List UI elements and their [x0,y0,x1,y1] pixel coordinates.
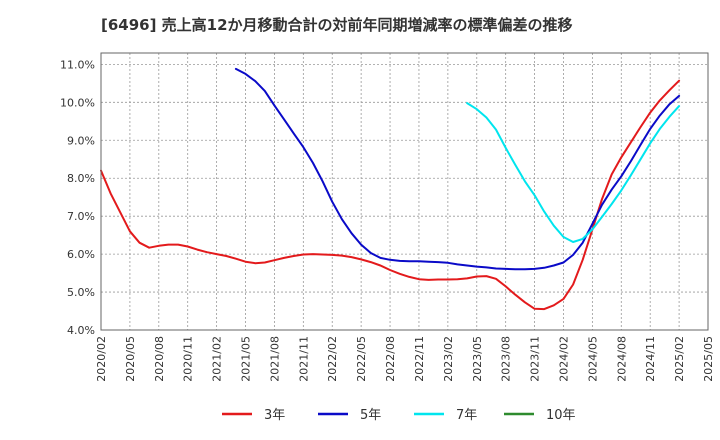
x-tick-label: 2023/08 [500,336,513,382]
series-line-7年 [466,102,681,243]
legend-label: 5年 [360,408,381,423]
y-tick-label: 5.0% [67,286,95,299]
legend-label: 10年 [546,408,576,423]
plot-area [100,67,681,311]
x-tick-label: 2025/05 [702,336,715,382]
x-tick-label: 2025/02 [673,336,686,382]
x-tick-label: 2022/05 [355,336,368,382]
x-tick-label: 2021/02 [211,336,224,382]
x-tick-label: 2024/02 [557,336,570,382]
legend-item: 7年 [414,408,477,423]
x-tick-label: 2021/11 [297,336,310,382]
x-tick-label: 2023/05 [471,336,484,382]
x-tick-label: 2024/08 [615,336,628,382]
y-tick-label: 11.0% [60,58,95,71]
grid [100,53,709,331]
series-line-3年 [100,79,681,311]
series-line-5年 [234,67,681,271]
x-tick-label: 2020/02 [95,336,108,382]
x-tick-label: 2021/08 [268,336,281,382]
y-tick-label: 7.0% [67,210,95,223]
x-tick-label: 2023/11 [529,336,542,382]
plot-frame [100,52,709,331]
y-tick-label: 6.0% [67,248,95,261]
x-tick-label: 2022/08 [384,336,397,382]
x-tick-label: 2020/11 [182,336,195,382]
y-tick-label: 10.0% [60,96,95,109]
x-tick-label: 2024/11 [644,336,657,382]
legend-item: 3年 [222,408,285,423]
legend: 3年 5年 7年 10年 [222,408,576,423]
x-axis: 2020/02 2020/05 2020/08 2020/11 2021/02 2021/… [95,336,715,382]
legend-item: 5年 [318,408,381,423]
y-tick-label: 4.0% [67,324,95,337]
legend-item: 10年 [504,408,576,423]
chart-title: [6496] 売上高12か月移動合計の対前年同期増減率の標準偏差の推移 [101,16,573,34]
x-tick-label: 2024/05 [586,336,599,382]
x-tick-label: 2022/11 [413,336,426,382]
x-tick-label: 2020/08 [153,336,166,382]
y-tick-label: 9.0% [67,134,95,147]
x-tick-label: 2020/05 [124,336,137,382]
x-tick-label: 2022/02 [326,336,339,382]
y-axis: 4.0% 5.0% 6.0% 7.0% 8.0% 9.0% 10.0% 11.0% [60,58,95,337]
x-tick-label: 2023/02 [442,336,455,382]
legend-label: 7年 [456,408,477,423]
legend-label: 3年 [264,408,285,423]
x-tick-label: 2021/05 [240,336,253,382]
y-tick-label: 8.0% [67,172,95,185]
